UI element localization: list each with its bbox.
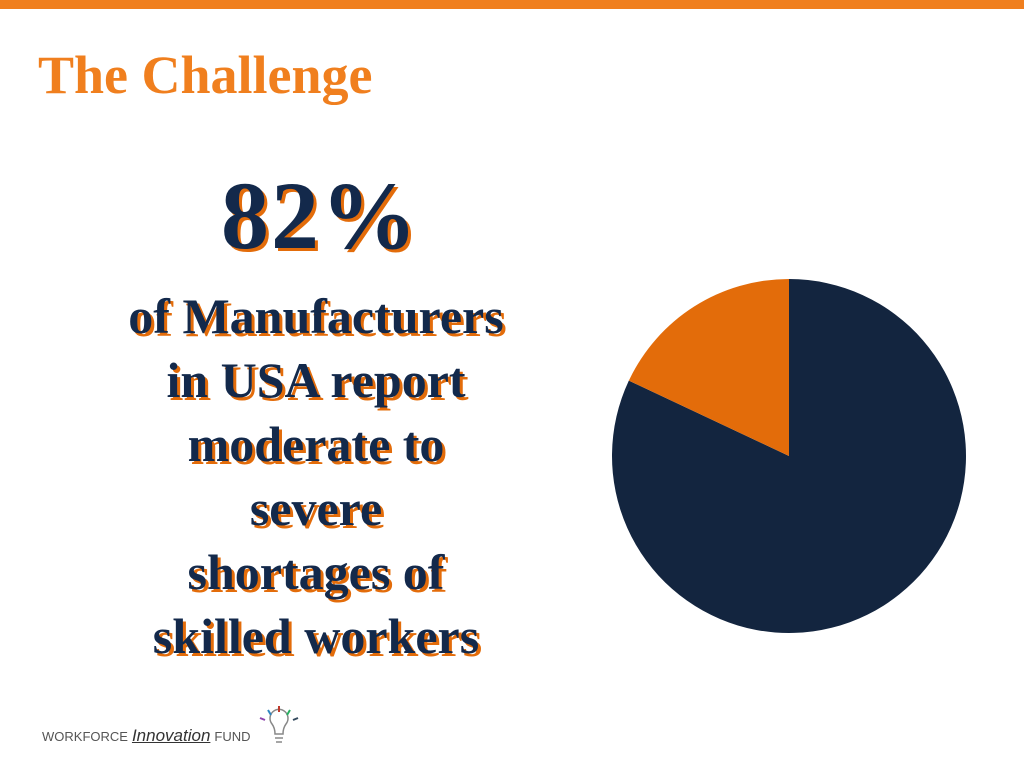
- stat: 82%: [221, 162, 419, 269]
- logo-text: WORKFORCE: [42, 729, 128, 744]
- slide-title: The Challenge: [38, 45, 373, 105]
- top-bar: [0, 0, 1024, 9]
- body-line: skilled workers: [152, 608, 480, 664]
- body-line: shortages of: [187, 544, 445, 600]
- logo-icon: [259, 706, 299, 743]
- logo-text: FUND: [214, 729, 251, 744]
- body-line: in USA report: [166, 352, 466, 408]
- logo: WORKFORCE Innovation FUND: [42, 726, 251, 746]
- pie-slice: [628, 279, 789, 456]
- logo-text: Innovation: [131, 726, 211, 745]
- body-line: severe: [249, 480, 383, 536]
- body-line: of Manufacturers: [128, 288, 504, 344]
- body-text: of Manufacturers in USA report moderate to…: [40, 284, 592, 668]
- body-line: moderate to: [187, 416, 445, 472]
